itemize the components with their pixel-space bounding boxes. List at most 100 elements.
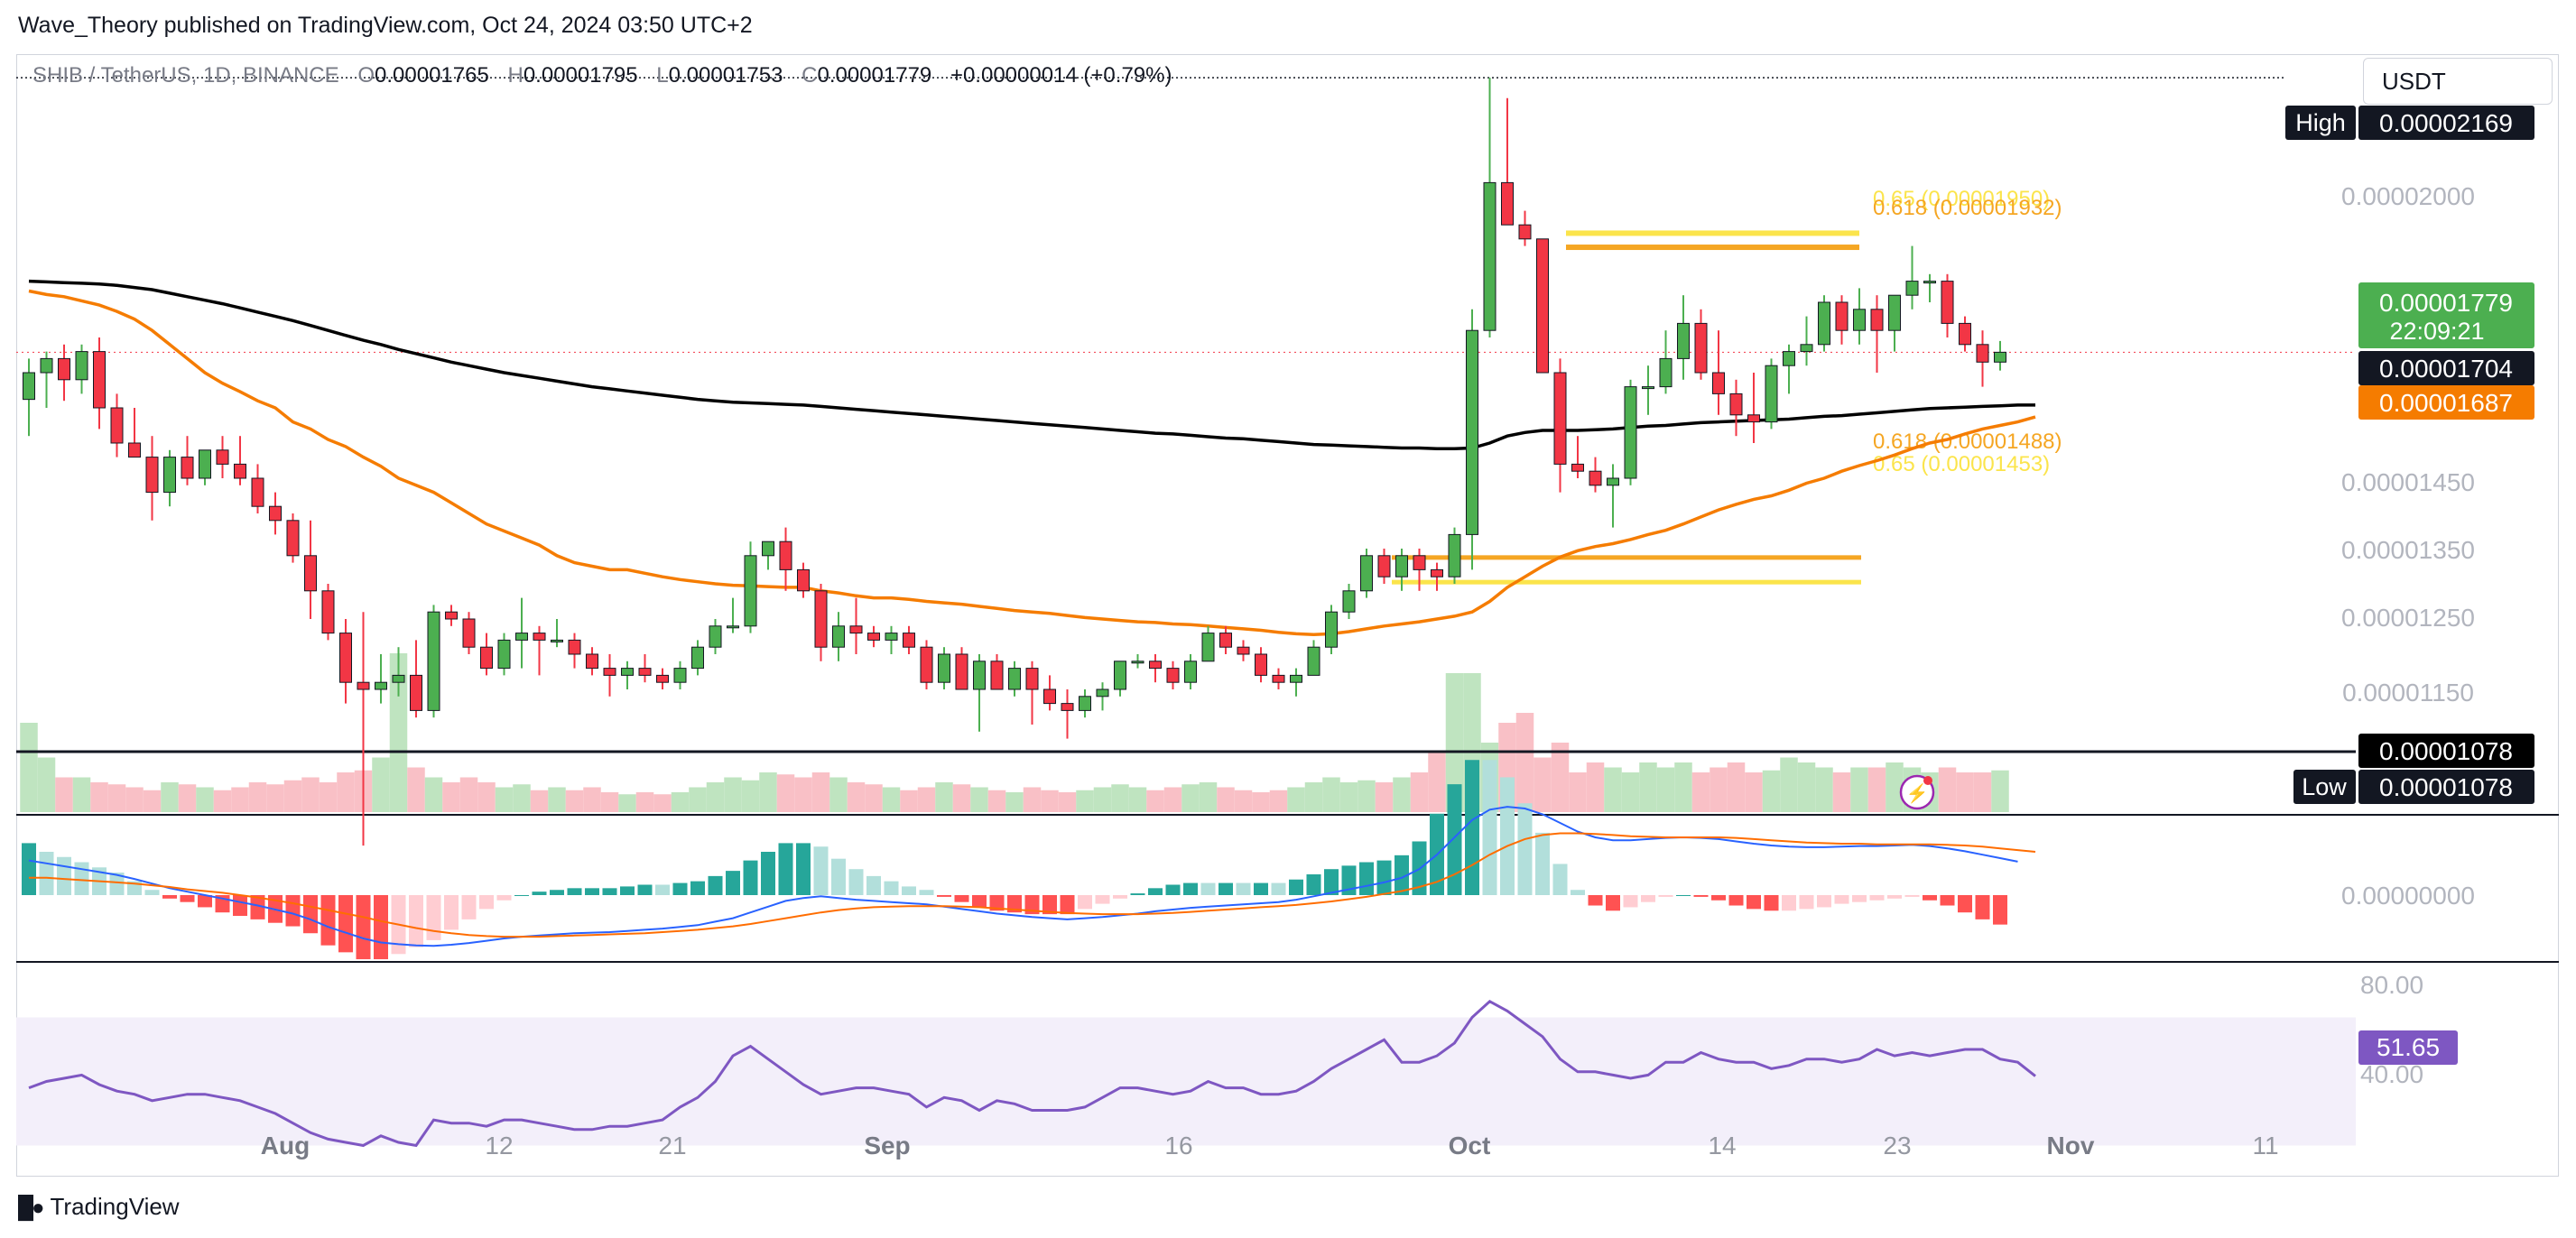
- candle-body: [920, 646, 933, 683]
- time-axis: Aug 12 21 Sep 16 Oct 14 23 Nov 11: [261, 1132, 2279, 1159]
- publisher-line: Wave_Theory published on TradingView.com…: [18, 13, 753, 38]
- macd-histogram-bar: [180, 895, 195, 902]
- volume-bar: [495, 787, 514, 812]
- macd-histogram-bar: [1219, 882, 1233, 895]
- candle-body: [1536, 238, 1549, 374]
- ema50-price-label-bg: [2358, 385, 2534, 420]
- candle-body: [1712, 372, 1725, 394]
- volume-bar: [847, 782, 866, 812]
- countdown-label: 22:09:21: [2389, 318, 2484, 345]
- low-label: L: [656, 63, 669, 88]
- volume-bar: [1551, 743, 1570, 812]
- macd-histogram-bar: [303, 895, 318, 934]
- rsi-value-bg: [2358, 1030, 2458, 1065]
- macd-histogram-bar: [1658, 895, 1673, 897]
- candle-body: [938, 653, 950, 683]
- volume-bar: [407, 767, 425, 812]
- time-tick-label: Nov: [2047, 1132, 2095, 1159]
- volume-bar: [1410, 772, 1429, 812]
- volume-bar: [1745, 772, 1763, 812]
- price-tick-label: 0.00001350: [2341, 536, 2475, 564]
- volume-bar: [196, 787, 214, 812]
- macd-histogram-bar: [1764, 895, 1779, 911]
- macd-histogram-bar: [690, 881, 705, 895]
- volume-bar: [1691, 772, 1710, 812]
- high-tag: High: [2295, 109, 2346, 136]
- volume-bar: [917, 787, 936, 812]
- volume-bar: [1797, 762, 1816, 812]
- rsi-tick-label: 80.00: [2360, 971, 2423, 999]
- rsi-tick-label: 40.00: [2360, 1060, 2423, 1088]
- macd-histogram-bar: [972, 895, 987, 908]
- candle-body: [163, 457, 176, 494]
- change-value: +0.00000014 (+0.79%): [950, 63, 1172, 88]
- volume-bar: [1199, 782, 1218, 812]
- macd-pane: [22, 760, 2036, 960]
- volume-bar: [1128, 787, 1147, 812]
- macd-histogram-bar: [1095, 895, 1110, 904]
- volume-bar: [161, 782, 179, 812]
- macd-histogram-bar: [374, 895, 388, 960]
- candle-body: [1642, 386, 1654, 390]
- candle-body: [1008, 668, 1021, 690]
- macd-histogram-bar: [1728, 895, 1744, 906]
- macd-histogram-bar: [1148, 888, 1163, 895]
- currency-button[interactable]: USDT: [2363, 58, 2553, 105]
- candle-body: [1994, 351, 2006, 363]
- macd-histogram-bar: [444, 895, 459, 930]
- candle-body: [480, 646, 493, 670]
- macd-histogram-bar: [1447, 784, 1462, 895]
- volume-bar: [1181, 784, 1200, 812]
- candle-body: [1219, 633, 1232, 648]
- candle-body: [1079, 696, 1091, 711]
- candle-body: [445, 611, 458, 620]
- candle-body: [128, 442, 141, 458]
- macd-histogram-bar: [1852, 895, 1867, 902]
- candle-body: [1149, 661, 1162, 670]
- candle-body: [93, 351, 106, 409]
- current-price-bg: [2358, 282, 2534, 348]
- candle-body: [1043, 688, 1056, 705]
- symbol-name[interactable]: SHIB / TetherUS, 1D, BINANCE: [32, 63, 339, 88]
- time-tick-label: Oct: [1449, 1132, 1491, 1159]
- high-tag-bg: [2285, 106, 2356, 140]
- macd-histogram-bar: [22, 843, 36, 895]
- low-price-label: 0.00001078: [2379, 773, 2513, 801]
- volume-bar: [741, 780, 760, 812]
- volume-bar: [548, 787, 566, 812]
- candle-body: [1360, 555, 1373, 592]
- candle-body: [1131, 661, 1144, 664]
- volume-bar: [618, 794, 636, 812]
- candle-body: [1976, 344, 1989, 363]
- volume-bar: [1357, 780, 1376, 812]
- macd-histogram-bar: [39, 852, 54, 895]
- candle-body: [1571, 463, 1584, 472]
- volume-bar: [671, 792, 690, 812]
- rsi-value-label: 51.65: [2377, 1033, 2440, 1061]
- candle-body: [1941, 281, 1954, 324]
- macd-histogram-bar: [884, 881, 899, 895]
- macd-histogram-bar: [761, 852, 775, 895]
- candle-body: [269, 505, 282, 522]
- candle-body: [1518, 224, 1532, 240]
- volume-bar: [1604, 767, 1622, 812]
- volume-bar: [1041, 790, 1059, 812]
- candle-body: [1835, 301, 1849, 331]
- candle-body: [990, 661, 1004, 690]
- volume-bar: [301, 777, 320, 812]
- volume-bar: [706, 782, 725, 812]
- macd-histogram-bar: [919, 890, 934, 895]
- candle-body: [1377, 555, 1391, 577]
- candle-body: [1483, 181, 1496, 331]
- macd-histogram-bar: [655, 884, 670, 895]
- macd-histogram-bar: [1465, 760, 1479, 895]
- close-value: 0.00001779: [817, 63, 932, 88]
- candle-body: [586, 653, 598, 670]
- candle-body: [691, 646, 704, 670]
- price-axis: 0.00002000 0.00001450 0.00001350 0.00001250…: [2285, 106, 2534, 1088]
- macd-histogram-bar: [1606, 895, 1620, 911]
- ema50-price-label: 0.00001687: [2379, 389, 2513, 417]
- candle-body: [286, 520, 300, 557]
- time-tick-label: 12: [485, 1132, 513, 1159]
